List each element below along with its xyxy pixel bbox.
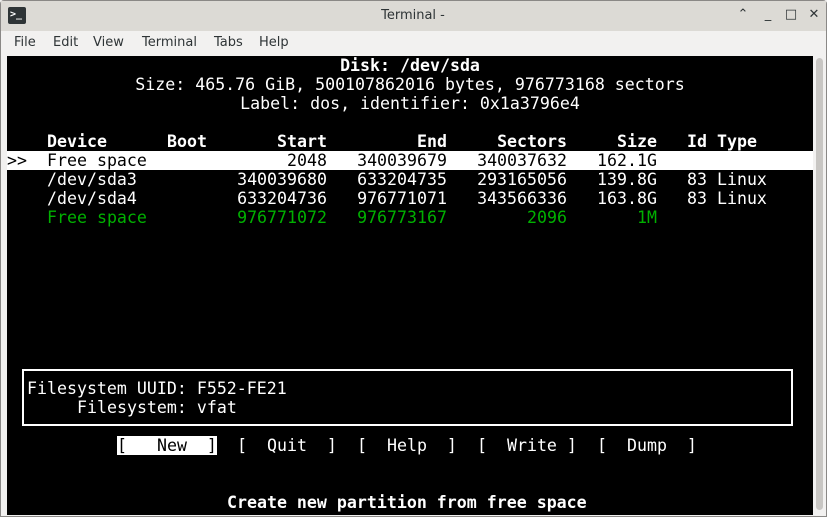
cell-start: 633204736 (237, 189, 327, 208)
table-row[interactable]: >> Free space 2048 340039679 340037632 162.1G (7, 151, 813, 170)
cell-end: 340039679 (357, 151, 447, 170)
help-button[interactable]: [ Help ] (357, 436, 457, 455)
cell-end: 976771071 (357, 189, 447, 208)
header-boot: Boot (167, 132, 207, 151)
table-header: Device Boot Start End Sectors Size Id Ty… (7, 132, 813, 151)
disk-size: Size: 465.76 GiB, 500107862016 bytes, 97… (135, 75, 685, 94)
cell-end: 633204735 (357, 170, 447, 189)
disk-label: Label: dos, identifier: 0x1a3796e4 (240, 94, 580, 113)
table-row[interactable]: /dev/sda3 340039680 633204735 293165056 139.… (7, 170, 813, 189)
disk-title: Disk: /dev/sda (340, 56, 480, 75)
write-button[interactable]: [ Write ] (477, 436, 577, 455)
cell-sectors: 340037632 (477, 151, 567, 170)
maximize-icon[interactable]: □ (784, 7, 798, 22)
shade-icon[interactable]: ⌃ (737, 7, 749, 22)
cell-end: 976773167 (357, 208, 447, 227)
terminal-app-icon: >_ (8, 7, 26, 24)
filesystem-type: Filesystem: vfat (77, 398, 237, 417)
cell-device: /dev/sda3 (47, 170, 137, 189)
menu-file[interactable]: File (14, 35, 36, 50)
close-icon[interactable]: ✕ (808, 7, 820, 22)
header-size: Size (617, 132, 657, 151)
menu-view[interactable]: View (93, 35, 124, 50)
cell-device: Free space (47, 151, 147, 170)
cell-marker: >> (7, 151, 27, 170)
filesystem-uuid: Filesystem UUID: F552-FE21 (27, 379, 287, 398)
cell-start: 2048 (287, 151, 327, 170)
cell-start: 340039680 (237, 170, 327, 189)
cell-sectors: 343566336 (477, 189, 567, 208)
minimize-icon[interactable]: _ (764, 7, 772, 22)
header-end: End (417, 132, 447, 151)
table-row[interactable]: /dev/sda4 633204736 976771071 343566336 163.… (7, 189, 813, 208)
table-row[interactable]: Free space 976771072 976773167 2096 1M (7, 208, 813, 227)
new-button[interactable]: [ New ] (117, 436, 217, 455)
cell-idtype: 83 Linux (687, 189, 767, 208)
scrollbar[interactable] (814, 56, 826, 515)
cell-sectors: 2096 (527, 208, 567, 227)
menu-edit[interactable]: Edit (53, 35, 79, 50)
partition-info-box (22, 369, 793, 426)
cell-size: 139.8G (597, 170, 657, 189)
header-id-type: Id Type (687, 132, 757, 151)
quit-button[interactable]: [ Quit ] (237, 436, 337, 455)
header-sectors: Sectors (497, 132, 567, 151)
status-message: Create new partition from free space (227, 493, 587, 512)
cell-sectors: 293165056 (477, 170, 567, 189)
cell-idtype: 83 Linux (687, 170, 767, 189)
title-bar: >_ Terminal - ⌃ _ □ ✕ (1, 1, 826, 31)
menu-tabs[interactable]: Tabs (214, 35, 243, 50)
dump-button[interactable]: [ Dump ] (597, 436, 697, 455)
cell-size: 1M (637, 208, 657, 227)
menu-terminal[interactable]: Terminal (142, 35, 197, 50)
scrollbar-thumb[interactable] (816, 58, 823, 510)
cell-start: 976771072 (237, 208, 327, 227)
terminal-area[interactable]: Disk: /dev/sda Size: 465.76 GiB, 5001078… (7, 56, 813, 515)
cell-size: 162.1G (597, 151, 657, 170)
cell-device: /dev/sda4 (47, 189, 137, 208)
menu-bar: File Edit View Terminal Tabs Help (1, 31, 826, 54)
cell-size: 163.8G (597, 189, 657, 208)
header-device: Device (47, 132, 107, 151)
window-title: Terminal - (381, 8, 445, 23)
cell-device: Free space (47, 208, 147, 227)
menu-help[interactable]: Help (259, 35, 289, 50)
header-start: Start (277, 132, 327, 151)
